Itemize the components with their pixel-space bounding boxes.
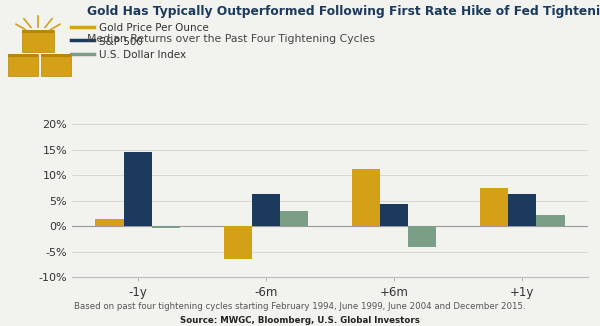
Bar xyxy=(124,152,152,226)
Text: Based on past four tightening cycles starting February 1994, June 1999, June 200: Based on past four tightening cycles sta… xyxy=(74,302,526,311)
Legend: Gold Price Per Ounce, S&P 500, U.S. Dollar Index: Gold Price Per Ounce, S&P 500, U.S. Doll… xyxy=(67,18,213,65)
Bar xyxy=(252,194,280,226)
Bar xyxy=(508,194,536,226)
FancyBboxPatch shape xyxy=(8,54,38,57)
Bar xyxy=(152,226,180,228)
FancyBboxPatch shape xyxy=(22,30,53,33)
Bar xyxy=(536,215,565,226)
Bar xyxy=(380,204,408,226)
Bar xyxy=(480,188,508,226)
Text: Source: MWGC, Bloomberg, U.S. Global Investors: Source: MWGC, Bloomberg, U.S. Global Inv… xyxy=(180,316,420,325)
FancyBboxPatch shape xyxy=(41,54,71,57)
Bar xyxy=(280,211,308,226)
Bar xyxy=(352,169,380,226)
Bar xyxy=(408,226,436,246)
Bar xyxy=(224,226,252,259)
FancyBboxPatch shape xyxy=(22,30,53,52)
FancyBboxPatch shape xyxy=(8,54,38,76)
FancyBboxPatch shape xyxy=(41,54,71,76)
Text: Median Returns over the Past Four Tightening Cycles: Median Returns over the Past Four Tighte… xyxy=(87,34,375,44)
Bar xyxy=(95,218,124,226)
Text: Gold Has Typically Outperformed Following First Rate Hike of Fed Tightening Cycl: Gold Has Typically Outperformed Followin… xyxy=(87,5,600,18)
